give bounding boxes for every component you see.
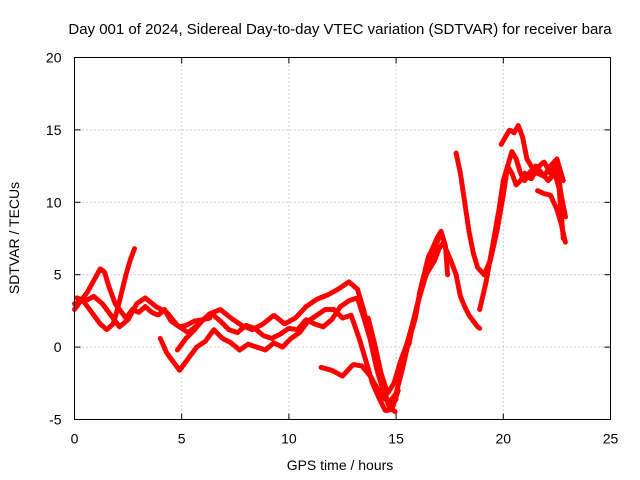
x-tick-label: 20 <box>496 431 512 447</box>
series-arc-10 <box>477 159 568 312</box>
y-axis-label: SDTVAR / TECUs <box>6 182 22 294</box>
x-tick-label: 0 <box>71 431 79 447</box>
series-arc-2 <box>72 246 137 333</box>
x-tick-label: 5 <box>178 431 186 447</box>
series-arc-3 <box>74 279 399 408</box>
series-arc-11 <box>498 123 566 184</box>
series-arc-5 <box>174 295 399 415</box>
x-axis-label: GPS time / hours <box>287 457 394 473</box>
y-tick-label: 5 <box>54 267 62 283</box>
axis-ticks: 0 5 10 15 20 25 -5 0 5 10 15 20 <box>46 50 619 447</box>
series-arc-12 <box>535 188 568 246</box>
y-tick-label: 20 <box>46 50 62 66</box>
plot-frame <box>74 57 611 420</box>
y-tick-label: 15 <box>46 122 62 138</box>
series-arc-4 <box>157 307 401 414</box>
chart-title: Day 001 of 2024, Sidereal Day-to-day VTE… <box>68 21 612 38</box>
x-tick-label: 25 <box>603 431 619 447</box>
x-tick-label: 15 <box>388 431 404 447</box>
x-tick-label: 10 <box>281 431 297 447</box>
gridlines <box>74 57 611 420</box>
y-tick-label: 10 <box>46 194 62 210</box>
plot-area <box>72 123 568 415</box>
y-tick-label: -5 <box>49 412 62 428</box>
series-arc-8 <box>406 240 483 347</box>
y-tick-label: 0 <box>54 339 62 355</box>
